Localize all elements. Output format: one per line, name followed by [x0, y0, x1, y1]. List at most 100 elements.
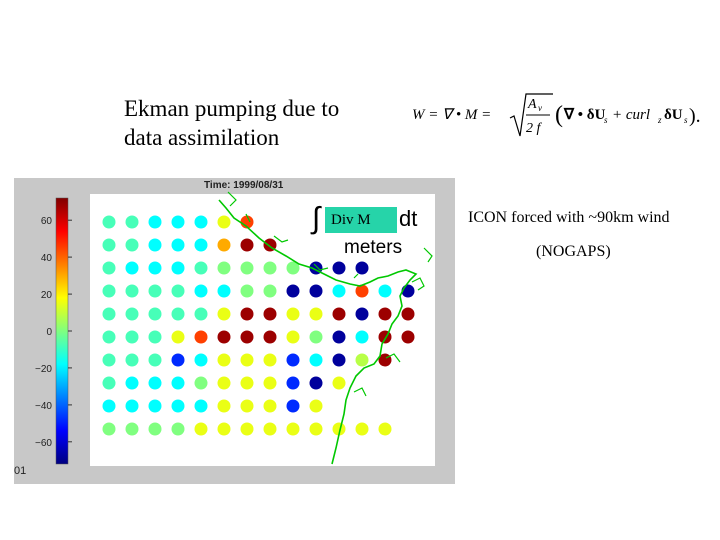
data-dot: [263, 422, 277, 436]
data-dot: [148, 284, 162, 298]
data-dot: [148, 261, 162, 275]
data-dot: [125, 399, 139, 413]
formula-paren-open: (: [555, 102, 563, 128]
data-dot: [240, 376, 254, 390]
data-dot: [309, 284, 323, 298]
data-dot: [194, 376, 208, 390]
ekman-formula: W = ∇ • M = A v 2 f ( ∇ • δU s + curl z …: [412, 93, 701, 137]
data-dot: [148, 376, 162, 390]
map-area: [90, 194, 435, 466]
data-dot: [217, 284, 231, 298]
data-dot: [148, 307, 162, 321]
data-dot: [355, 330, 369, 344]
formula-term-2: δU: [664, 107, 683, 123]
colorbar-tick-label: 40: [41, 253, 53, 264]
data-dot: [378, 330, 392, 344]
data-dot: [240, 261, 254, 275]
data-dot: [171, 215, 185, 229]
data-dot: [148, 422, 162, 436]
data-dot: [263, 284, 277, 298]
data-dot: [286, 284, 300, 298]
formula-term-1-sub: s: [604, 115, 608, 125]
data-dot: [309, 399, 323, 413]
data-dot: [332, 422, 346, 436]
data-dot: [194, 261, 208, 275]
data-dot: [263, 330, 277, 344]
data-dot: [286, 307, 300, 321]
colorbar-tick-label: 60: [41, 216, 53, 227]
data-dot: [263, 376, 277, 390]
data-dot: [125, 261, 139, 275]
data-dot: [378, 284, 392, 298]
colorbar-tick-label: 0: [46, 327, 52, 338]
data-dot: [332, 353, 346, 367]
data-dot: [125, 238, 139, 252]
data-dot: [217, 353, 231, 367]
slide-title-line-2: data assimilation: [124, 125, 280, 150]
data-dot: [332, 376, 346, 390]
data-dot: [125, 353, 139, 367]
data-dot: [309, 376, 323, 390]
data-dot: [102, 353, 116, 367]
data-dot: [125, 422, 139, 436]
data-dot: [148, 353, 162, 367]
data-dot: [102, 261, 116, 275]
data-dot: [171, 238, 185, 252]
data-dot: [332, 307, 346, 321]
integral-symbol: ∫: [310, 202, 322, 235]
colorbar-tick-label: 20: [41, 290, 53, 301]
data-dot: [401, 284, 415, 298]
data-dot: [217, 422, 231, 436]
data-dot: [217, 376, 231, 390]
data-dot: [286, 353, 300, 367]
data-dot: [148, 238, 162, 252]
data-dot: [355, 353, 369, 367]
data-dot: [240, 330, 254, 344]
data-dot: [102, 422, 116, 436]
data-dot: [263, 353, 277, 367]
formula-term-1: ∇ • δU: [563, 107, 606, 123]
data-dot: [194, 353, 208, 367]
data-dot: [309, 422, 323, 436]
data-dot: [125, 307, 139, 321]
data-dot: [194, 399, 208, 413]
slide-title-line-1: Ekman pumping due to: [124, 96, 340, 121]
formula-term-2-sub: s: [684, 115, 688, 125]
formula-lhs: W = ∇ • M =: [412, 107, 491, 123]
data-dot: [309, 330, 323, 344]
data-dot: [355, 261, 369, 275]
data-dot: [194, 215, 208, 229]
data-dot: [125, 376, 139, 390]
data-dot: [309, 353, 323, 367]
data-dot: [102, 399, 116, 413]
div-m-label: Div M: [325, 207, 397, 233]
data-dot: [171, 353, 185, 367]
data-dot: [401, 307, 415, 321]
data-dot: [240, 284, 254, 298]
data-dot: [263, 261, 277, 275]
data-dot: [194, 422, 208, 436]
data-dot: [148, 330, 162, 344]
data-dot: [217, 330, 231, 344]
data-dot: [102, 330, 116, 344]
data-dot: [240, 238, 254, 252]
data-dot: [355, 284, 369, 298]
data-dot: [171, 261, 185, 275]
corner-label: 01: [14, 465, 26, 477]
data-dot: [171, 284, 185, 298]
time-label: Time: 1999/08/31: [204, 180, 284, 191]
data-dot: [102, 284, 116, 298]
formula-paren-close: ).: [689, 105, 701, 127]
data-dot: [355, 422, 369, 436]
data-dot: [217, 399, 231, 413]
data-dot: [263, 399, 277, 413]
data-dot: [148, 215, 162, 229]
colorbar-tick-label: −60: [35, 438, 52, 449]
integral-dt: dt: [399, 206, 417, 231]
data-dot: [286, 399, 300, 413]
data-dot: [125, 284, 139, 298]
data-dot: [148, 399, 162, 413]
data-dot: [355, 307, 369, 321]
data-dot: [217, 307, 231, 321]
formula-coef-denominator: 2 f: [526, 121, 543, 136]
